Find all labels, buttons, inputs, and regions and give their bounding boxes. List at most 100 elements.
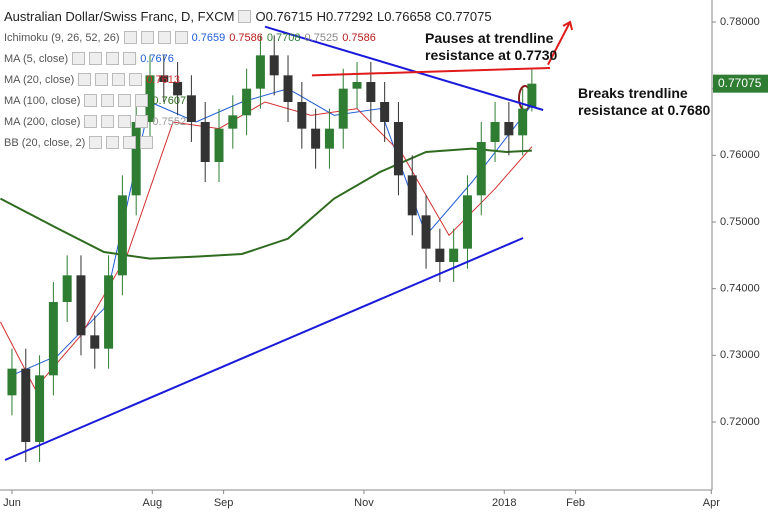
candle-body bbox=[200, 122, 210, 162]
indicator-name: MA (20, close) bbox=[4, 73, 75, 86]
icon[interactable] bbox=[174, 31, 188, 44]
candle-body bbox=[338, 88, 348, 129]
annotation-line: Pauses at trendline bbox=[425, 30, 554, 46]
candle-body bbox=[269, 55, 279, 76]
x-tick-label: Feb bbox=[566, 497, 585, 509]
legend: Australian Dollar/Swiss Franc, D, FXCM O0… bbox=[4, 6, 492, 153]
indicator-name: MA (200, close) bbox=[4, 115, 81, 128]
trendline bbox=[311, 67, 551, 77]
indicator-value: 0.7552 bbox=[152, 115, 187, 128]
icon[interactable] bbox=[106, 52, 120, 65]
candle-body bbox=[242, 88, 252, 116]
ohlc-value: 0.76658 bbox=[384, 9, 432, 24]
candle-body bbox=[297, 102, 307, 129]
icon[interactable] bbox=[123, 136, 137, 149]
annotation: Breaks trendline resistance at 0.7680 bbox=[578, 85, 710, 119]
icon[interactable] bbox=[78, 73, 92, 86]
icon[interactable] bbox=[129, 73, 143, 86]
ohlc-label: H bbox=[316, 9, 326, 24]
indicator-name: BB (20, close, 2) bbox=[4, 136, 86, 149]
candle-body bbox=[490, 122, 500, 142]
candle-body bbox=[228, 115, 238, 129]
price-tag bbox=[713, 74, 768, 93]
legend-row: MA (20, close) 0.7613 bbox=[4, 69, 492, 90]
annotation-line: resistance at 0.7730 bbox=[425, 47, 558, 63]
icon[interactable] bbox=[89, 52, 103, 65]
candle-body bbox=[131, 122, 141, 196]
y-tick-label: 0.72000 bbox=[720, 416, 760, 428]
ohlc-value: 0.77292 bbox=[325, 9, 373, 24]
ohlc-item: C0.77075 bbox=[435, 9, 491, 24]
icon[interactable] bbox=[118, 94, 132, 107]
icon[interactable] bbox=[72, 52, 86, 65]
indicator-name: MA (5, close) bbox=[4, 52, 69, 65]
x-tick-label: Nov bbox=[354, 497, 374, 509]
indicator-name: Ichimoku (9, 26, 52, 26) bbox=[4, 31, 120, 44]
candle-body bbox=[476, 142, 486, 196]
legend-row: BB (20, close, 2) bbox=[4, 132, 492, 153]
candle-body bbox=[173, 82, 183, 96]
icon[interactable] bbox=[89, 136, 103, 149]
candle-body bbox=[393, 122, 403, 176]
candle-body bbox=[527, 83, 537, 108]
symbol-title: Australian Dollar/Swiss Franc, D, FXCM bbox=[4, 9, 235, 24]
icon[interactable] bbox=[112, 73, 126, 86]
indicator-line bbox=[11, 88, 533, 376]
candle-body bbox=[35, 375, 45, 442]
candle-body bbox=[186, 95, 196, 122]
candle-body bbox=[366, 82, 376, 102]
icon[interactable] bbox=[157, 31, 171, 44]
trendline bbox=[4, 237, 524, 461]
candle-body bbox=[283, 75, 293, 102]
candle-body bbox=[407, 175, 417, 216]
candle-body bbox=[159, 75, 169, 82]
candle-body bbox=[214, 128, 224, 162]
icon[interactable] bbox=[123, 31, 137, 44]
candle-body bbox=[76, 275, 86, 336]
ohlc-label: O bbox=[255, 9, 266, 24]
x-tick-label: Sep bbox=[214, 497, 234, 509]
icon[interactable] bbox=[135, 115, 149, 128]
candle-body bbox=[435, 248, 445, 262]
y-tick-label: 0.75000 bbox=[720, 216, 760, 228]
indicator-value: 0.7607 bbox=[152, 94, 187, 107]
ohlc-label: L bbox=[376, 9, 385, 24]
candle-body bbox=[21, 368, 31, 442]
annotation: Pauses at trendline resistance at 0.7730 bbox=[425, 30, 557, 64]
legend-row: Ichimoku (9, 26, 52, 26) 0.7659 0.7586 0.77… bbox=[4, 27, 492, 48]
icon[interactable] bbox=[140, 31, 154, 44]
indicator-value: 0.7586 bbox=[229, 31, 263, 44]
icon[interactable] bbox=[106, 136, 120, 149]
indicator-value: 0.7659 bbox=[191, 31, 226, 44]
candle-body bbox=[104, 275, 114, 349]
candle-body bbox=[90, 335, 100, 349]
candle-body bbox=[311, 128, 321, 149]
icon[interactable] bbox=[95, 73, 109, 86]
x-tick-label: Apr bbox=[703, 497, 720, 509]
icon[interactable] bbox=[123, 52, 137, 65]
icon[interactable] bbox=[140, 136, 154, 149]
icon[interactable] bbox=[118, 115, 132, 128]
legend-row: MA (5, close) 0.7676 bbox=[4, 48, 492, 69]
candle-body bbox=[324, 128, 334, 149]
y-tick-label: 0.76000 bbox=[720, 149, 760, 161]
indicator-value: 0.7613 bbox=[146, 73, 180, 86]
annotation-line: resistance at 0.7680 bbox=[578, 102, 711, 118]
icon[interactable] bbox=[101, 94, 115, 107]
icon[interactable] bbox=[84, 115, 98, 128]
icon[interactable] bbox=[101, 115, 115, 128]
legend-row: MA (200, close) 0.7552 bbox=[4, 111, 492, 132]
icon[interactable] bbox=[135, 94, 149, 107]
icon[interactable] bbox=[84, 94, 98, 107]
ohlc-value: 0.76715 bbox=[265, 9, 313, 24]
candle-body bbox=[117, 195, 127, 276]
candle-body bbox=[352, 82, 362, 89]
indicator-value: 0.7525 bbox=[304, 31, 339, 44]
x-tick-label: Aug bbox=[143, 497, 163, 509]
candle-body bbox=[145, 75, 155, 122]
indicator-name: MA (100, close) bbox=[4, 94, 81, 107]
candle-body bbox=[255, 55, 265, 89]
candle-body bbox=[48, 302, 58, 376]
